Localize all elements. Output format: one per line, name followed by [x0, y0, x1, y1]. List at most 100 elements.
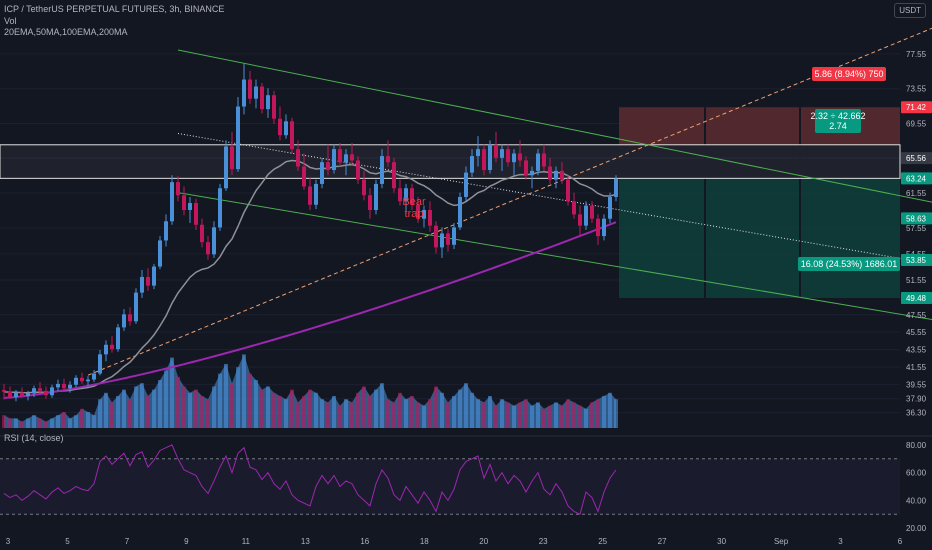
candle-body[interactable] [296, 149, 300, 167]
candles[interactable] [2, 63, 618, 402]
candle-body[interactable] [74, 377, 78, 385]
candle-body[interactable] [404, 188, 408, 202]
candle-body[interactable] [278, 118, 282, 136]
candle-body[interactable] [134, 292, 138, 322]
candle-body[interactable] [488, 144, 492, 170]
candle-body[interactable] [578, 214, 582, 226]
candle-body[interactable] [458, 196, 462, 228]
candle-body[interactable] [230, 146, 234, 170]
candle-body[interactable] [290, 121, 294, 150]
candle-body[interactable] [302, 166, 306, 187]
candle-body[interactable] [14, 392, 18, 397]
candle-body[interactable] [374, 183, 378, 210]
candle-body[interactable] [476, 149, 480, 157]
candle-body[interactable] [260, 86, 264, 110]
candle-body[interactable] [392, 162, 396, 189]
candle-body[interactable] [356, 160, 360, 180]
risk-reward-zones[interactable] [0, 107, 901, 298]
candle-body[interactable] [596, 218, 600, 237]
candle-body[interactable] [422, 210, 426, 219]
candle-body[interactable] [122, 314, 126, 328]
candle-body[interactable] [128, 314, 132, 322]
candle-body[interactable] [44, 390, 48, 396]
candle-body[interactable] [368, 195, 372, 210]
price-label[interactable]: 71.42 [906, 103, 927, 112]
price-label[interactable]: 65.56 [906, 154, 927, 163]
candle-body[interactable] [68, 384, 72, 389]
candle-body[interactable] [416, 204, 420, 219]
candle-body[interactable] [272, 95, 276, 119]
price-axis[interactable]: 77.5573.5569.5565.5661.5557.5554.5551.55… [901, 50, 932, 418]
candle-body[interactable] [530, 170, 534, 176]
trend-line[interactable] [87, 27, 932, 376]
candle-body[interactable] [338, 149, 342, 163]
price-label[interactable]: 63.24 [906, 174, 927, 183]
symbol-title[interactable]: ICP / TetherUS PERPETUAL FUTURES, 3h, BI… [4, 4, 225, 14]
candle-body[interactable] [170, 182, 174, 222]
price-label[interactable]: 53.85 [906, 256, 927, 265]
candle-body[interactable] [572, 201, 576, 215]
candle-body[interactable] [284, 121, 288, 136]
price-label[interactable]: 49.48 [906, 294, 927, 303]
candle-body[interactable] [464, 172, 468, 197]
volume-indicator-label[interactable]: Vol [4, 16, 17, 26]
candle-body[interactable] [386, 156, 390, 163]
candle-body[interactable] [50, 387, 54, 396]
drawing-lines[interactable] [87, 27, 932, 376]
candle-body[interactable] [602, 218, 606, 237]
candle-body[interactable] [224, 146, 228, 189]
candle-body[interactable] [62, 383, 66, 389]
candle-body[interactable] [500, 149, 504, 158]
candle-body[interactable] [542, 153, 546, 167]
candle-body[interactable] [266, 95, 270, 110]
candle-body[interactable] [26, 393, 30, 397]
candle-body[interactable] [362, 179, 366, 196]
candle-body[interactable] [314, 183, 318, 205]
candle-body[interactable] [440, 233, 444, 248]
candle-body[interactable] [104, 344, 108, 355]
candle-body[interactable] [518, 153, 522, 161]
rsi-line[interactable] [3, 444, 617, 515]
candle-body[interactable] [236, 106, 240, 170]
candle-body[interactable] [200, 224, 204, 243]
candle-body[interactable] [92, 373, 96, 380]
candle-body[interactable] [8, 391, 12, 397]
candle-body[interactable] [308, 186, 312, 205]
candle-body[interactable] [146, 276, 150, 286]
ma-indicator-label[interactable]: 20EMA,50MA,100EMA,200MA [4, 27, 128, 37]
candle-body[interactable] [584, 205, 588, 226]
currency-badge[interactable]: USDT [894, 3, 926, 18]
candle-body[interactable] [20, 392, 24, 397]
candle-body[interactable] [512, 153, 516, 163]
candle-body[interactable] [164, 221, 168, 241]
candle-body[interactable] [80, 377, 84, 382]
candle-body[interactable] [320, 162, 324, 184]
candle-body[interactable] [116, 327, 120, 350]
candle-body[interactable] [428, 210, 432, 226]
candle-body[interactable] [554, 170, 558, 180]
candle-body[interactable] [254, 86, 258, 99]
consolidation-box[interactable] [0, 144, 901, 179]
rsi-indicator-label[interactable]: RSI (14, close) [4, 433, 64, 443]
candle-body[interactable] [566, 179, 570, 202]
candle-body[interactable] [206, 242, 210, 255]
time-axis[interactable]: 3 5 7 9 11 13 16 18 20 23 25 27 30 Sep 3 6 [6, 537, 903, 546]
channel-lower-line[interactable] [177, 192, 932, 321]
candle-body[interactable] [548, 166, 552, 180]
candle-body[interactable] [560, 170, 564, 180]
candle-body[interactable] [608, 196, 612, 219]
candle-body[interactable] [446, 233, 450, 245]
candle-body[interactable] [212, 227, 216, 255]
candle-body[interactable] [176, 182, 180, 196]
candle-body[interactable] [482, 149, 486, 170]
candle-body[interactable] [590, 205, 594, 219]
take-profit-zone[interactable] [619, 178, 900, 298]
candle-body[interactable] [152, 266, 156, 286]
candle-body[interactable] [452, 227, 456, 245]
candle-body[interactable] [110, 344, 114, 350]
candle-body[interactable] [524, 160, 528, 176]
candle-body[interactable] [242, 79, 246, 107]
candle-body[interactable] [86, 379, 90, 382]
candle-body[interactable] [350, 154, 354, 161]
